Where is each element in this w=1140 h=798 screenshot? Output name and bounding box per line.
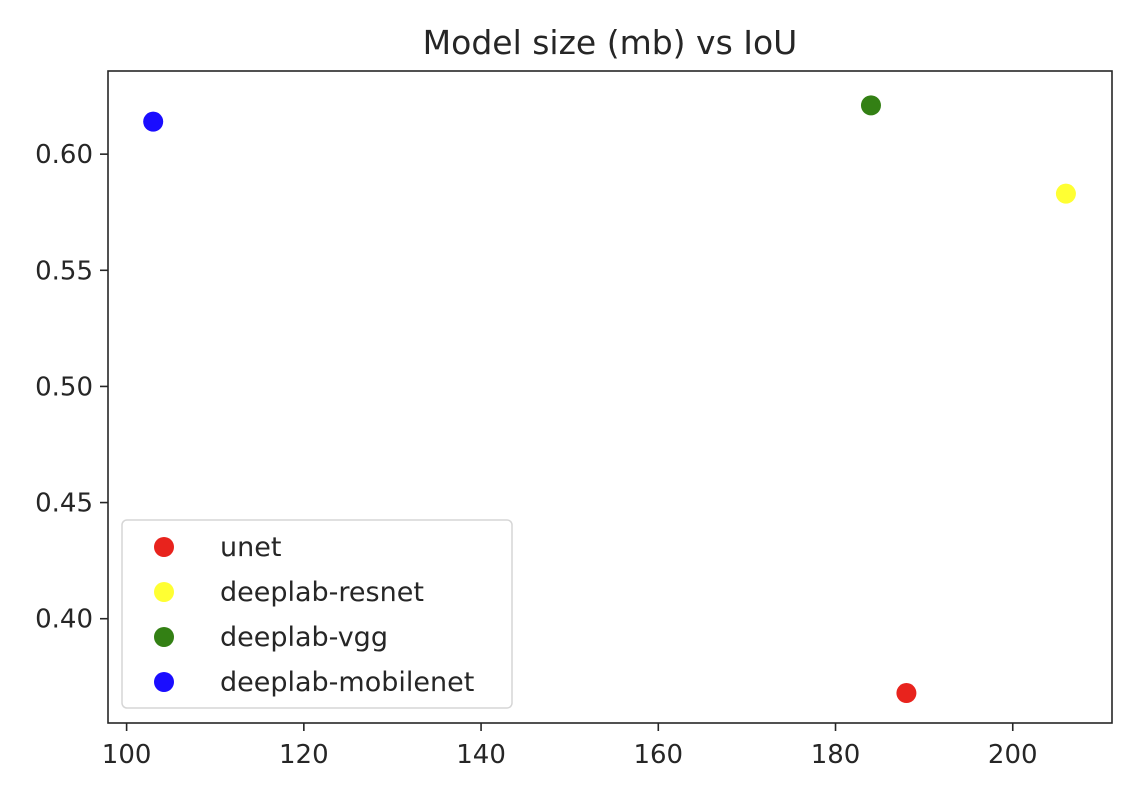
y-tick-label: 0.50: [35, 372, 93, 402]
legend-box: [121, 519, 513, 709]
y-tick-label: 0.45: [35, 489, 93, 519]
data-point-deeplab-mobilenet: [143, 111, 164, 132]
legend-marker-deeplab-vgg: [154, 627, 174, 647]
chart-title: Model size (mb) vs IoU: [423, 23, 798, 62]
x-tick-label: 200: [988, 740, 1038, 770]
legend-label-unet: unet: [220, 532, 281, 563]
legend-marker-unet: [154, 537, 174, 557]
legend-label-deeplab-resnet: deeplab-resnet: [220, 577, 424, 608]
legend-label-deeplab-mobilenet: deeplab-mobilenet: [220, 667, 474, 698]
axis-ticks: 100 120 140 160 180 200 0.40 0.45 0.50 0.55 0.60: [35, 140, 1037, 770]
legend-marker-deeplab-mobilenet: [154, 672, 174, 692]
data-points: [143, 95, 1076, 704]
y-tick-label: 0.40: [35, 605, 93, 635]
y-tick-label: 0.60: [35, 140, 93, 170]
data-point-unet: [896, 683, 917, 704]
x-tick-label: 100: [102, 740, 152, 770]
data-point-deeplab-resnet: [1055, 183, 1076, 204]
legend: unet deeplab-resnet deeplab-vgg deeplab-mob…: [121, 519, 513, 709]
x-tick-label: 120: [279, 740, 329, 770]
x-tick-label: 160: [633, 740, 683, 770]
x-tick-label: 180: [811, 740, 861, 770]
legend-marker-deeplab-resnet: [154, 582, 174, 602]
data-point-deeplab-vgg: [860, 95, 881, 116]
x-tick-label: 140: [456, 740, 506, 770]
y-tick-label: 0.55: [35, 256, 93, 286]
legend-label-deeplab-vgg: deeplab-vgg: [220, 622, 388, 653]
